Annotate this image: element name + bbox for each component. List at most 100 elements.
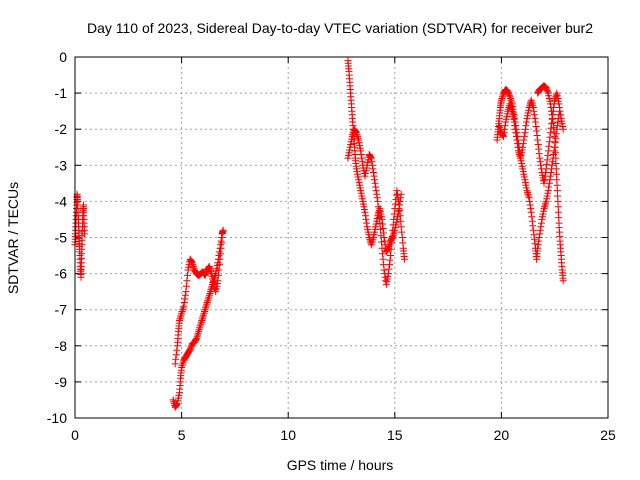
data-point — [206, 264, 214, 272]
data-point — [377, 232, 385, 240]
series-segment-2b — [171, 234, 226, 368]
grid-lines — [75, 57, 608, 418]
data-point — [529, 102, 537, 110]
data-point — [540, 205, 548, 213]
data-point — [196, 324, 204, 332]
data-point — [395, 197, 402, 205]
data-point — [374, 212, 382, 220]
data-point — [400, 255, 408, 263]
y-tick-label: -3 — [55, 157, 68, 173]
series-segment-4c — [534, 82, 567, 285]
data-point — [204, 297, 212, 305]
data-point — [352, 129, 360, 137]
y-tick-label: -7 — [55, 302, 68, 318]
data-point — [387, 245, 395, 253]
data-point — [530, 111, 538, 119]
data-point — [180, 302, 188, 310]
data-point — [388, 233, 396, 241]
data-point — [548, 111, 556, 119]
data-point — [556, 107, 564, 115]
data-point — [181, 291, 189, 299]
data-point — [215, 248, 223, 256]
data-point — [372, 187, 380, 195]
data-point — [527, 208, 535, 216]
data-point — [526, 197, 534, 205]
data-point — [362, 215, 370, 223]
data-point — [206, 290, 214, 297]
chart-title: Day 110 of 2023, Sidereal Day-to-day VTE… — [87, 20, 593, 36]
y-tick-label: -1 — [55, 85, 68, 101]
data-point — [519, 143, 527, 151]
data-point — [534, 136, 542, 144]
data-point — [548, 161, 556, 169]
data-point — [357, 151, 365, 158]
x-tick-label: 0 — [71, 427, 79, 443]
data-points — [71, 57, 567, 411]
series-segment-1 — [71, 190, 89, 281]
data-point — [214, 277, 222, 285]
data-point — [506, 93, 514, 101]
data-point — [498, 95, 506, 102]
data-point — [520, 132, 528, 140]
data-point — [214, 259, 222, 267]
data-point — [559, 277, 567, 285]
data-point — [194, 329, 202, 337]
data-point — [537, 161, 545, 169]
y-tick-label: -4 — [55, 193, 68, 209]
data-point — [530, 235, 538, 243]
series-segment-3a — [344, 57, 405, 256]
data-point — [178, 362, 186, 370]
data-point — [559, 125, 567, 133]
x-tick-label: 25 — [600, 427, 616, 443]
data-point — [506, 100, 514, 108]
axis-ticks: 0 5 10 15 20 25 0 -1 -2 -3 -4 -5 -6 -7 -8 -9 -10 — [47, 49, 616, 443]
x-tick-label: 5 — [178, 427, 186, 443]
data-point — [197, 318, 205, 326]
plot-frame — [74, 56, 609, 419]
data-point — [545, 142, 553, 150]
data-point — [81, 230, 89, 238]
data-point — [218, 234, 226, 241]
data-point — [522, 122, 530, 130]
y-axis-label: SDTVAR / TECUs — [5, 182, 21, 294]
y-tick-label: -9 — [55, 374, 68, 390]
data-point — [202, 302, 210, 310]
data-point — [379, 250, 386, 258]
data-point — [380, 266, 388, 274]
data-point — [219, 226, 227, 234]
data-point — [385, 265, 393, 273]
data-point — [217, 244, 225, 252]
data-point — [534, 244, 542, 252]
y-tick-label: -2 — [55, 121, 68, 137]
series-segment-4a — [493, 86, 563, 263]
data-point — [512, 132, 520, 140]
data-point — [396, 212, 404, 220]
data-point — [172, 355, 180, 363]
data-point — [369, 165, 377, 173]
data-point — [535, 234, 543, 241]
data-point — [546, 129, 554, 137]
data-point — [378, 238, 385, 246]
data-point — [500, 132, 507, 140]
data-point — [374, 197, 382, 205]
data-point — [380, 234, 388, 241]
x-tick-label: 20 — [494, 427, 510, 443]
data-point — [542, 199, 550, 207]
data-point — [532, 123, 540, 130]
data-point — [376, 225, 384, 233]
data-point — [382, 277, 390, 285]
data-point — [367, 241, 375, 249]
data-point — [183, 277, 191, 285]
data-point — [511, 122, 519, 130]
data-point — [393, 187, 401, 195]
data-point — [201, 308, 208, 315]
data-point — [369, 235, 377, 243]
data-point — [375, 214, 383, 222]
y-tick-label: -8 — [55, 338, 68, 354]
data-point — [189, 262, 197, 270]
data-point — [178, 308, 186, 315]
data-point — [543, 156, 551, 164]
data-point — [217, 237, 225, 245]
x-axis-label: GPS time / hours — [287, 457, 394, 473]
